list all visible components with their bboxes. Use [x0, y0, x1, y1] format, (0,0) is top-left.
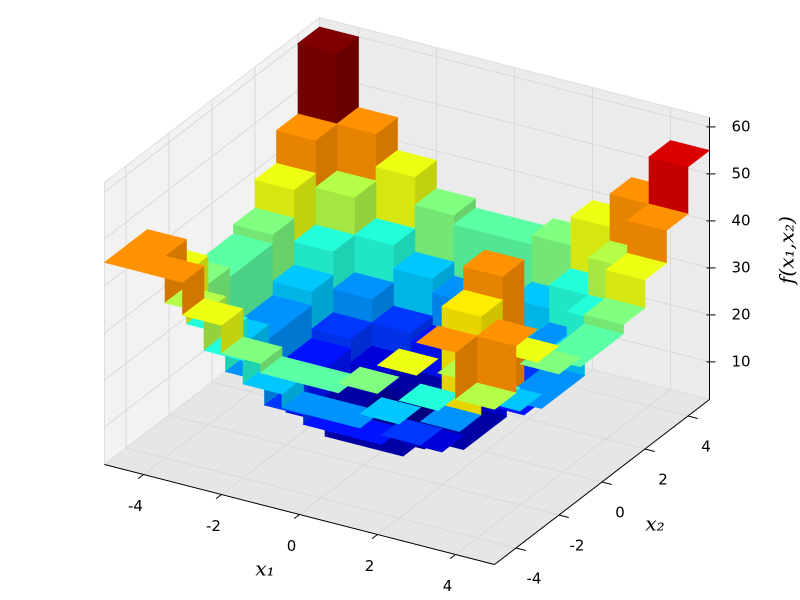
cell-top — [271, 264, 334, 292]
cell-top — [310, 312, 373, 340]
cell-wall — [375, 166, 416, 229]
cell-top — [232, 207, 295, 235]
cell-top — [375, 149, 438, 178]
cell-top — [314, 170, 377, 198]
grid-line — [319, 73, 710, 175]
x-tick — [137, 474, 144, 480]
cell-top — [371, 305, 434, 333]
cell-top — [454, 382, 517, 410]
cell-top — [419, 404, 482, 432]
grid-line — [168, 414, 560, 516]
cell-top — [297, 26, 360, 54]
z-tick-label: 50 — [732, 164, 751, 182]
z-tick-label: 30 — [732, 258, 751, 276]
x-tick — [293, 514, 300, 520]
x-tick-label: 2 — [365, 557, 375, 575]
cell-top — [332, 272, 395, 300]
grid-line — [125, 447, 517, 549]
cell-top — [336, 107, 399, 135]
cell-top — [275, 113, 338, 141]
cell-top — [380, 418, 443, 446]
y-axis-label: x₂ — [645, 512, 664, 536]
cell-top — [254, 162, 317, 191]
y-tick — [558, 514, 569, 518]
cell-top — [142, 255, 205, 283]
y-tick — [687, 415, 698, 419]
cell-top — [441, 289, 504, 317]
cell-top — [626, 203, 689, 231]
z-tick-label: 20 — [732, 305, 751, 323]
y-tick-label: 0 — [615, 504, 625, 522]
y-tick — [601, 481, 612, 485]
x-tick-label: -2 — [206, 517, 221, 535]
cell-top — [220, 336, 283, 364]
x-axis-label: x₁ — [255, 557, 274, 581]
z-tick-label: 60 — [732, 117, 751, 135]
cell-top — [181, 298, 244, 326]
cell-top — [605, 252, 668, 281]
cell-wall — [297, 43, 338, 125]
x-tick-label: 0 — [287, 537, 297, 555]
cell-top — [583, 297, 646, 325]
cell-top — [359, 397, 422, 425]
y-tick — [515, 547, 526, 551]
cell-top — [293, 224, 356, 252]
grid-line — [104, 26, 320, 193]
surface — [103, 26, 711, 457]
cell-top — [337, 366, 400, 394]
x-tick — [449, 554, 456, 560]
z-tick-label: 40 — [732, 211, 751, 229]
z-axis-label: f(x₁,x₂) — [775, 216, 799, 286]
x-tick — [371, 534, 378, 540]
cell-top — [415, 325, 478, 353]
y-axis-line — [494, 399, 710, 565]
grid-line — [319, 26, 710, 128]
x-tick — [215, 494, 222, 500]
y-tick-label: -2 — [570, 537, 585, 555]
x-tick-label: 4 — [443, 577, 453, 595]
y-tick-label: -4 — [527, 570, 542, 588]
z-tick-label: 10 — [732, 352, 751, 370]
y-tick-label: 2 — [658, 471, 668, 489]
y-tick-label: 4 — [701, 438, 711, 456]
cell-top — [353, 218, 416, 246]
cell-top — [376, 348, 439, 376]
cell-top — [392, 251, 455, 279]
y-tick — [644, 448, 655, 452]
cell-top — [414, 188, 477, 216]
x-tick-label: -4 — [128, 497, 143, 515]
cell-top — [462, 249, 525, 277]
x-axis-line — [104, 464, 495, 565]
axes: -4 -2 0 2 4 -4 -2 0 2 4 10 20 30 40 50 60 — [104, 117, 751, 595]
grid-line — [104, 73, 320, 240]
cell-top — [476, 319, 539, 347]
